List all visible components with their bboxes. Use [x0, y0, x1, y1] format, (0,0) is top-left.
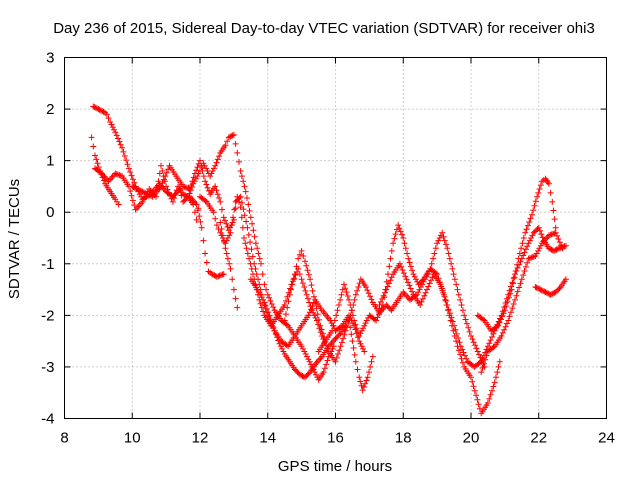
x-tick-label: 20 — [463, 430, 480, 447]
series-track-12 — [474, 175, 559, 334]
plot-frame — [64, 57, 607, 419]
x-axis-label: GPS time / hours — [278, 458, 392, 475]
series-track-8 — [281, 247, 329, 345]
x-tick-label: 10 — [124, 430, 141, 447]
y-axis-label: SDTVAR / TECUs — [6, 179, 23, 299]
series-track-5 — [186, 193, 227, 280]
series-track-10 — [346, 317, 376, 394]
plus-markers — [532, 276, 569, 298]
x-tick-label: 14 — [259, 430, 276, 447]
y-tick-label: 2 — [46, 101, 54, 118]
plus-markers — [281, 247, 329, 345]
x-tick-label: 22 — [530, 430, 547, 447]
x-tick-label: 12 — [192, 430, 209, 447]
plus-markers — [247, 276, 349, 381]
x-tick-label: 18 — [395, 430, 412, 447]
x-tick-label: 16 — [327, 430, 344, 447]
series-track-14 — [532, 276, 569, 298]
plus-markers — [90, 103, 337, 383]
data-markers — [88, 103, 569, 417]
series-track-7 — [247, 276, 349, 381]
x-tick-label: 8 — [60, 430, 68, 447]
chart-title: Day 236 of 2015, Sidereal Day-to-day VTE… — [53, 20, 595, 37]
plus-markers — [478, 229, 566, 376]
plus-markers — [346, 317, 376, 394]
series-track-6 — [217, 219, 241, 311]
series-track-1 — [88, 134, 122, 208]
series-track-9 — [315, 222, 488, 370]
y-tick-label: 3 — [46, 50, 54, 67]
x-tick-label: 24 — [598, 430, 615, 447]
y-tick-label: -2 — [41, 307, 54, 324]
y-tick-label: 1 — [46, 153, 54, 170]
series-track-2 — [90, 103, 337, 383]
plus-markers — [186, 193, 227, 280]
plus-markers — [315, 222, 488, 370]
y-tick-label: -1 — [41, 256, 54, 273]
series-track-4 — [129, 157, 503, 417]
y-tick-label: -4 — [41, 411, 54, 428]
plus-markers — [217, 219, 241, 311]
plus-markers — [88, 134, 122, 208]
y-tick-label: 0 — [46, 204, 54, 221]
plus-markers — [474, 175, 559, 334]
y-tick-label: -3 — [41, 359, 54, 376]
plus-markers — [129, 157, 503, 417]
series-track-13 — [478, 229, 566, 376]
